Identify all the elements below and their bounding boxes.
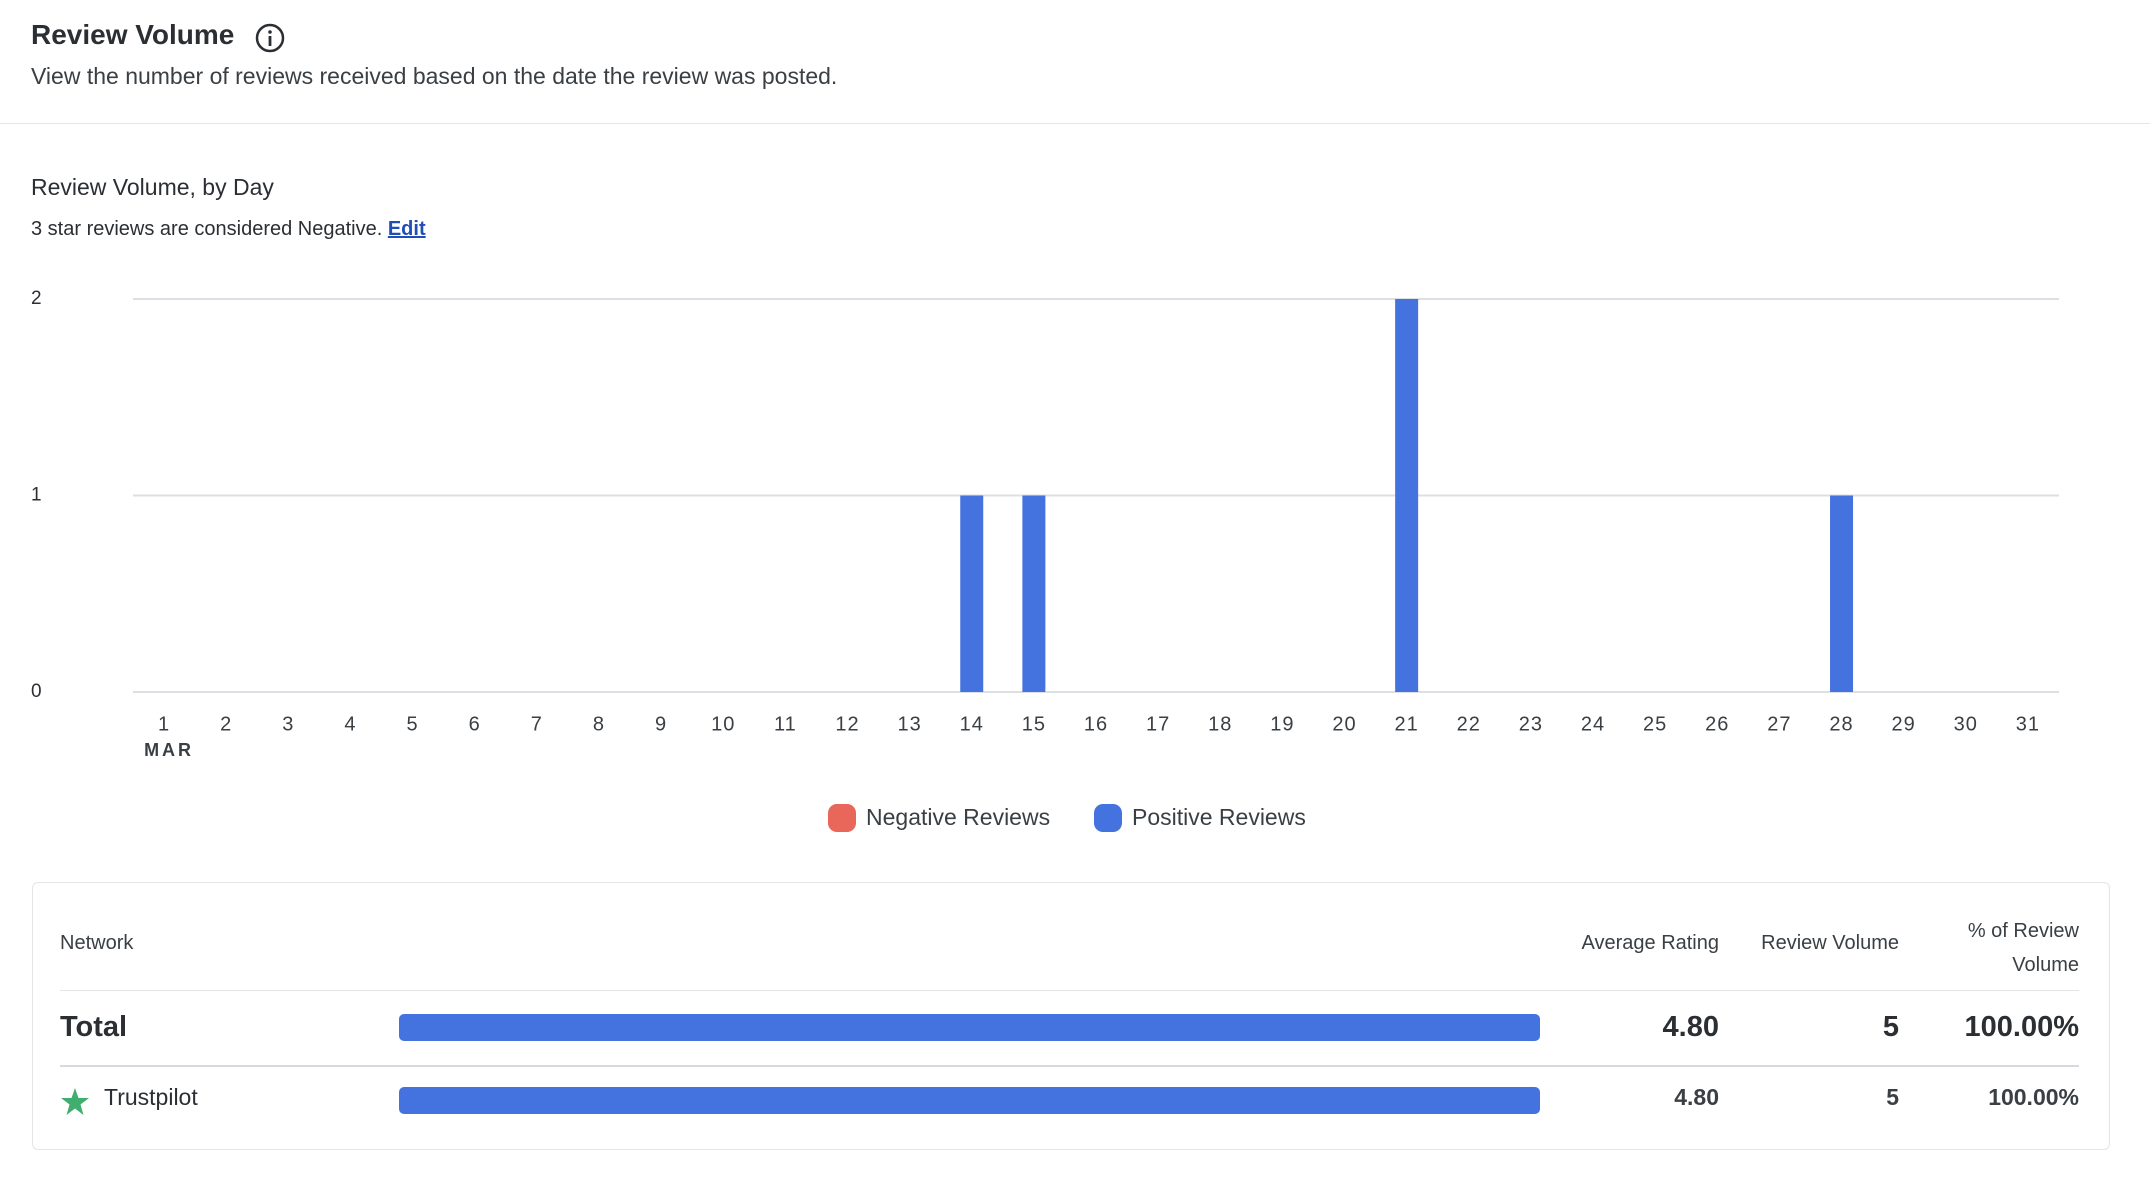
- chart-title: Review Volume, by Day: [31, 174, 274, 200]
- share-bar: [399, 1014, 1540, 1041]
- table-header: Average Rating: [1581, 932, 1720, 954]
- note-text: 3 star reviews are considered Negative.: [31, 218, 383, 240]
- average-rating: 4.80: [1674, 1084, 1719, 1110]
- y-tick-label: 0: [31, 681, 42, 702]
- edit-link[interactable]: Edit: [387, 218, 426, 240]
- bar: [1830, 495, 1854, 692]
- x-tick-label: 1: [158, 713, 170, 735]
- x-tick-label: 23: [1519, 713, 1543, 735]
- x-tick-label: 12: [835, 713, 859, 735]
- x-tick-label: 20: [1332, 713, 1356, 735]
- x-tick-label: 31: [2016, 713, 2040, 735]
- x-tick-label: 17: [1146, 713, 1170, 735]
- average-rating: 4.80: [1662, 1011, 1719, 1043]
- table-header: Network: [60, 932, 134, 954]
- x-tick-label: 2: [220, 713, 232, 735]
- x-tick-label: 30: [1954, 713, 1978, 735]
- page-subtitle: View the number of reviews received base…: [31, 63, 838, 89]
- x-tick-label: 22: [1457, 713, 1481, 735]
- divider: [0, 123, 2150, 124]
- x-tick-label: 25: [1643, 713, 1667, 735]
- y-tick-label: 1: [31, 485, 42, 506]
- review-percent: 100.00%: [1964, 1011, 2080, 1043]
- legend-swatch: [828, 804, 856, 832]
- month-label: MAR: [144, 740, 194, 760]
- x-tick-label: 3: [282, 713, 294, 735]
- legend-label: Negative Reviews: [866, 804, 1050, 830]
- table-header: % of Review Volume: [1967, 920, 2079, 976]
- bar: [1395, 299, 1419, 692]
- bar: [960, 495, 984, 692]
- row-divider: [60, 990, 2079, 991]
- x-tick-label: 24: [1581, 713, 1605, 735]
- x-tick-label: 19: [1270, 713, 1294, 735]
- network-name: Trustpilot: [104, 1084, 198, 1110]
- x-tick-label: 21: [1395, 713, 1419, 735]
- x-tick-label: 7: [531, 713, 543, 735]
- chart-note: 3 star reviews are considered Negative. …: [31, 218, 426, 241]
- x-tick-label: 10: [711, 713, 735, 735]
- table-header: Review Volume: [1761, 932, 1899, 954]
- x-tick-label: 18: [1208, 713, 1232, 735]
- x-tick-label: 11: [774, 713, 797, 735]
- x-tick-label: 5: [407, 713, 419, 735]
- x-tick-label: 15: [1022, 713, 1046, 735]
- network-table: [32, 882, 2110, 1150]
- review-volume: 5: [1886, 1084, 1899, 1110]
- trustpilot-icon: [61, 1088, 89, 1115]
- x-tick-label: 9: [655, 713, 667, 735]
- x-tick-label: 16: [1084, 713, 1108, 735]
- bar: [1022, 495, 1046, 692]
- x-tick-label: 27: [1767, 713, 1791, 735]
- x-tick-label: 14: [960, 713, 984, 735]
- x-tick-label: 8: [593, 713, 605, 735]
- x-tick-label: 13: [897, 713, 921, 735]
- x-tick-label: 26: [1705, 713, 1729, 735]
- x-tick-label: 29: [1892, 713, 1916, 735]
- legend-label: Positive Reviews: [1132, 804, 1306, 830]
- page-title: Review Volume: [31, 19, 235, 50]
- share-bar: [399, 1087, 1540, 1114]
- x-tick-label: 6: [469, 713, 481, 735]
- y-tick-label: 2: [31, 288, 42, 309]
- x-tick-label: 28: [1829, 713, 1853, 735]
- legend-swatch: [1094, 804, 1122, 832]
- review-percent: 100.00%: [1988, 1084, 2079, 1110]
- x-tick-label: 4: [344, 713, 356, 735]
- network-name: Total: [60, 1011, 128, 1043]
- row-divider: [60, 1065, 2079, 1067]
- info-icon[interactable]: [254, 22, 286, 54]
- review-volume: 5: [1882, 1011, 1899, 1043]
